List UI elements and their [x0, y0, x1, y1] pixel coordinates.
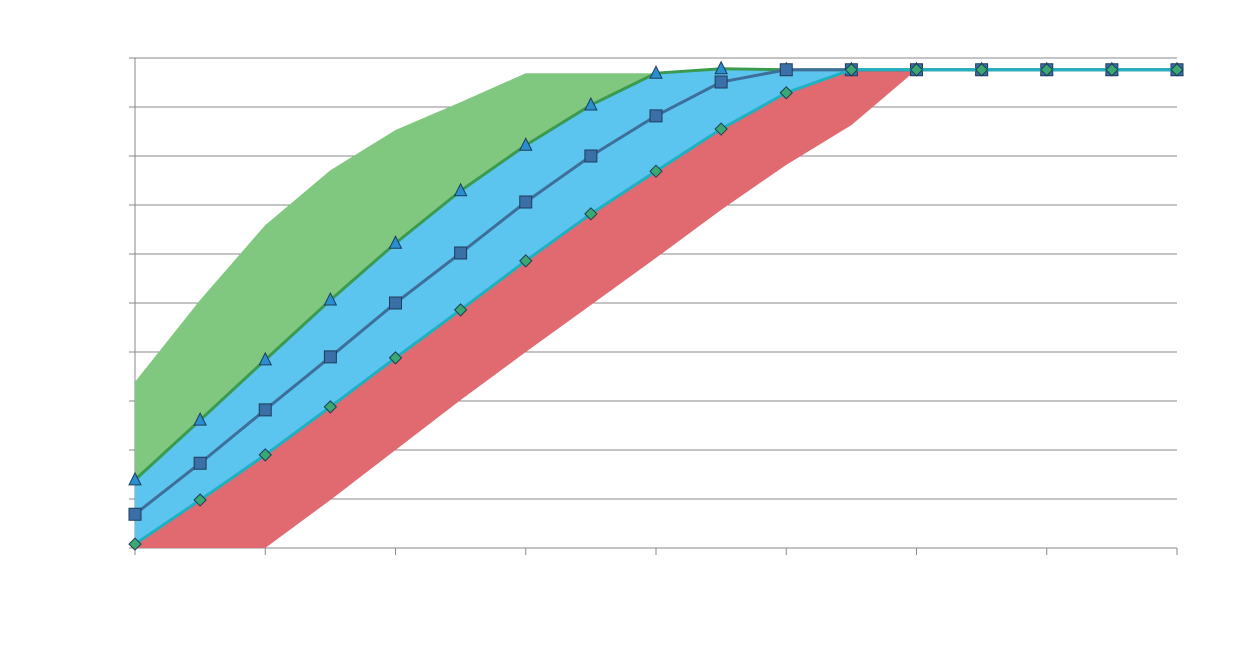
marker [128, 471, 142, 486]
marker [584, 149, 598, 163]
marker [714, 75, 728, 89]
area [135, 68, 1177, 545]
marker [453, 182, 468, 197]
marker [323, 350, 337, 364]
marker [714, 122, 728, 136]
area [135, 73, 656, 480]
marker [323, 291, 338, 306]
marker [193, 411, 207, 426]
marker [258, 351, 273, 366]
marker [519, 195, 533, 209]
marker [518, 137, 533, 151]
marker [909, 63, 924, 77]
marker [584, 207, 598, 221]
marker [128, 507, 142, 521]
marker [779, 63, 793, 77]
marker [388, 351, 403, 365]
marker [193, 456, 207, 470]
marker [323, 400, 338, 414]
marker [1170, 63, 1184, 77]
marker [649, 164, 663, 178]
marker [389, 296, 402, 310]
marker [649, 109, 663, 123]
marker [193, 493, 207, 507]
marker [1040, 63, 1054, 77]
marker [844, 63, 859, 77]
marker [128, 537, 142, 551]
marker [714, 60, 728, 75]
marker [974, 63, 989, 77]
marker [453, 303, 468, 317]
marker [1105, 63, 1119, 77]
marker [454, 246, 468, 260]
marker [779, 86, 793, 100]
area [135, 69, 917, 548]
marker [649, 65, 663, 79]
marker [519, 254, 533, 268]
marker [388, 235, 403, 249]
marker [584, 96, 598, 111]
marker [258, 448, 272, 462]
marker [258, 403, 272, 417]
